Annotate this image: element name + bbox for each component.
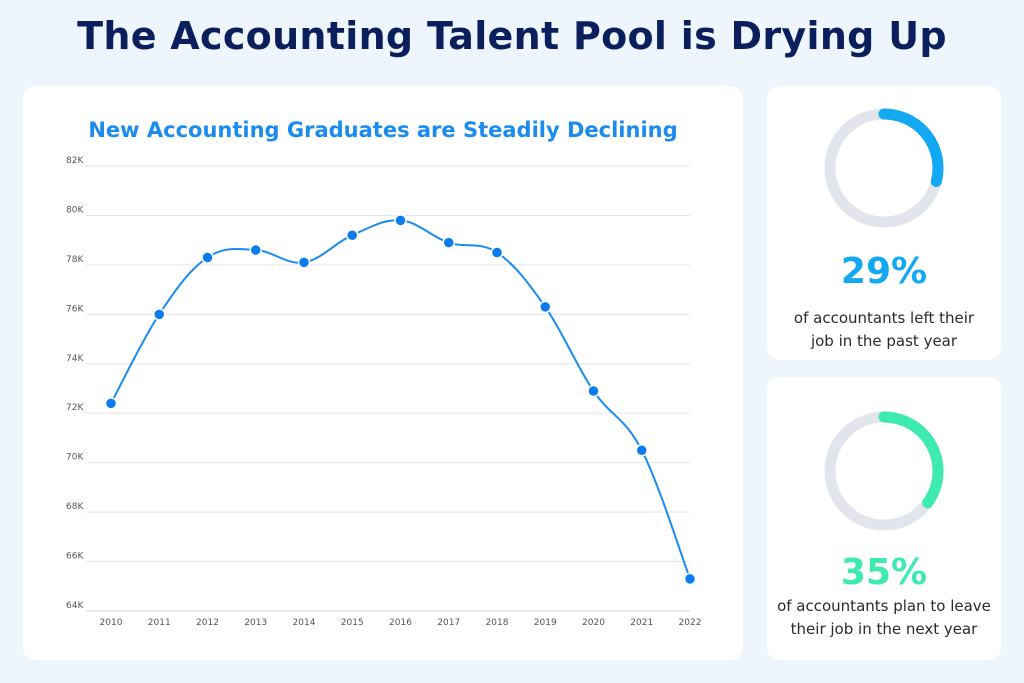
y-tick-label: 80K [66, 205, 84, 215]
y-axis-ticks: 64K 66K 68K 70K 72K 74K 76K 78K 80K 82K [66, 156, 84, 611]
stat-value: 29% [840, 251, 928, 292]
data-point [297, 256, 311, 269]
y-tick-label: 78K [66, 255, 84, 265]
y-tick-label: 74K [66, 354, 84, 364]
x-tick-label: 2012 [196, 618, 219, 628]
data-point [104, 397, 118, 410]
y-tick-label: 82K [66, 156, 84, 166]
stat-card-plan-leave: 35% of accountants plan to leave their j… [767, 377, 1001, 660]
stat-description-line: of accountants plan to leave [777, 597, 991, 615]
y-tick-label: 72K [66, 403, 84, 413]
x-tick-label: 2019 [534, 618, 557, 628]
data-point [539, 300, 552, 314]
x-tick-label: 2020 [582, 618, 605, 628]
donut-arc [878, 411, 944, 509]
y-tick-label: 68K [66, 502, 84, 512]
donut-chart-plan-leave [824, 411, 944, 531]
x-tick-label: 2015 [341, 618, 364, 628]
donut-chart-left-job [824, 108, 944, 228]
stat-description: of accountants plan to leave their job i… [767, 595, 1001, 641]
stat-description-line: their job in the next year [790, 620, 978, 638]
data-point [346, 228, 359, 242]
data-points [104, 214, 697, 586]
x-tick-label: 2014 [293, 618, 316, 628]
data-point [587, 384, 600, 398]
x-tick-label: 2022 [679, 618, 702, 628]
data-point [201, 251, 214, 264]
y-tick-label: 76K [66, 304, 84, 314]
y-tick-label: 64K [66, 601, 84, 611]
x-tick-label: 2010 [100, 618, 123, 628]
x-axis-ticks: 2010 2011 2012 2013 2014 2015 2016 2017 2018 2019… [100, 618, 702, 628]
x-tick-label: 2017 [437, 618, 460, 628]
stat-value: 35% [840, 552, 928, 593]
data-point [490, 246, 504, 259]
series-line [110, 219, 691, 580]
x-tick-label: 2018 [486, 618, 509, 628]
stat-description: of accountants left their job in the pas… [767, 307, 1001, 353]
x-tick-label: 2016 [389, 618, 412, 628]
data-point [153, 308, 166, 321]
y-tick-label: 70K [66, 453, 84, 463]
x-tick-label: 2013 [244, 618, 267, 628]
stat-card-left-job: 29% of accountants left their job in the… [767, 86, 1001, 360]
data-point [442, 236, 455, 249]
chart-title: New Accounting Graduates are Steadily De… [88, 118, 678, 142]
data-point [683, 572, 697, 586]
y-tick-label: 66K [66, 552, 84, 562]
stat-description-line: of accountants left their [793, 309, 975, 327]
grid-lines [86, 165, 690, 612]
x-tick-label: 2011 [148, 618, 171, 628]
page-title: The Accounting Talent Pool is Drying Up [77, 14, 947, 58]
data-point [394, 214, 407, 227]
data-point [249, 243, 262, 257]
x-tick-label: 2021 [630, 618, 653, 628]
chart-card: New Accounting Graduates are Steadily De… [23, 86, 743, 660]
data-point [635, 444, 648, 457]
stat-description-line: job in the past year [810, 332, 958, 350]
donut-arc [878, 108, 944, 187]
